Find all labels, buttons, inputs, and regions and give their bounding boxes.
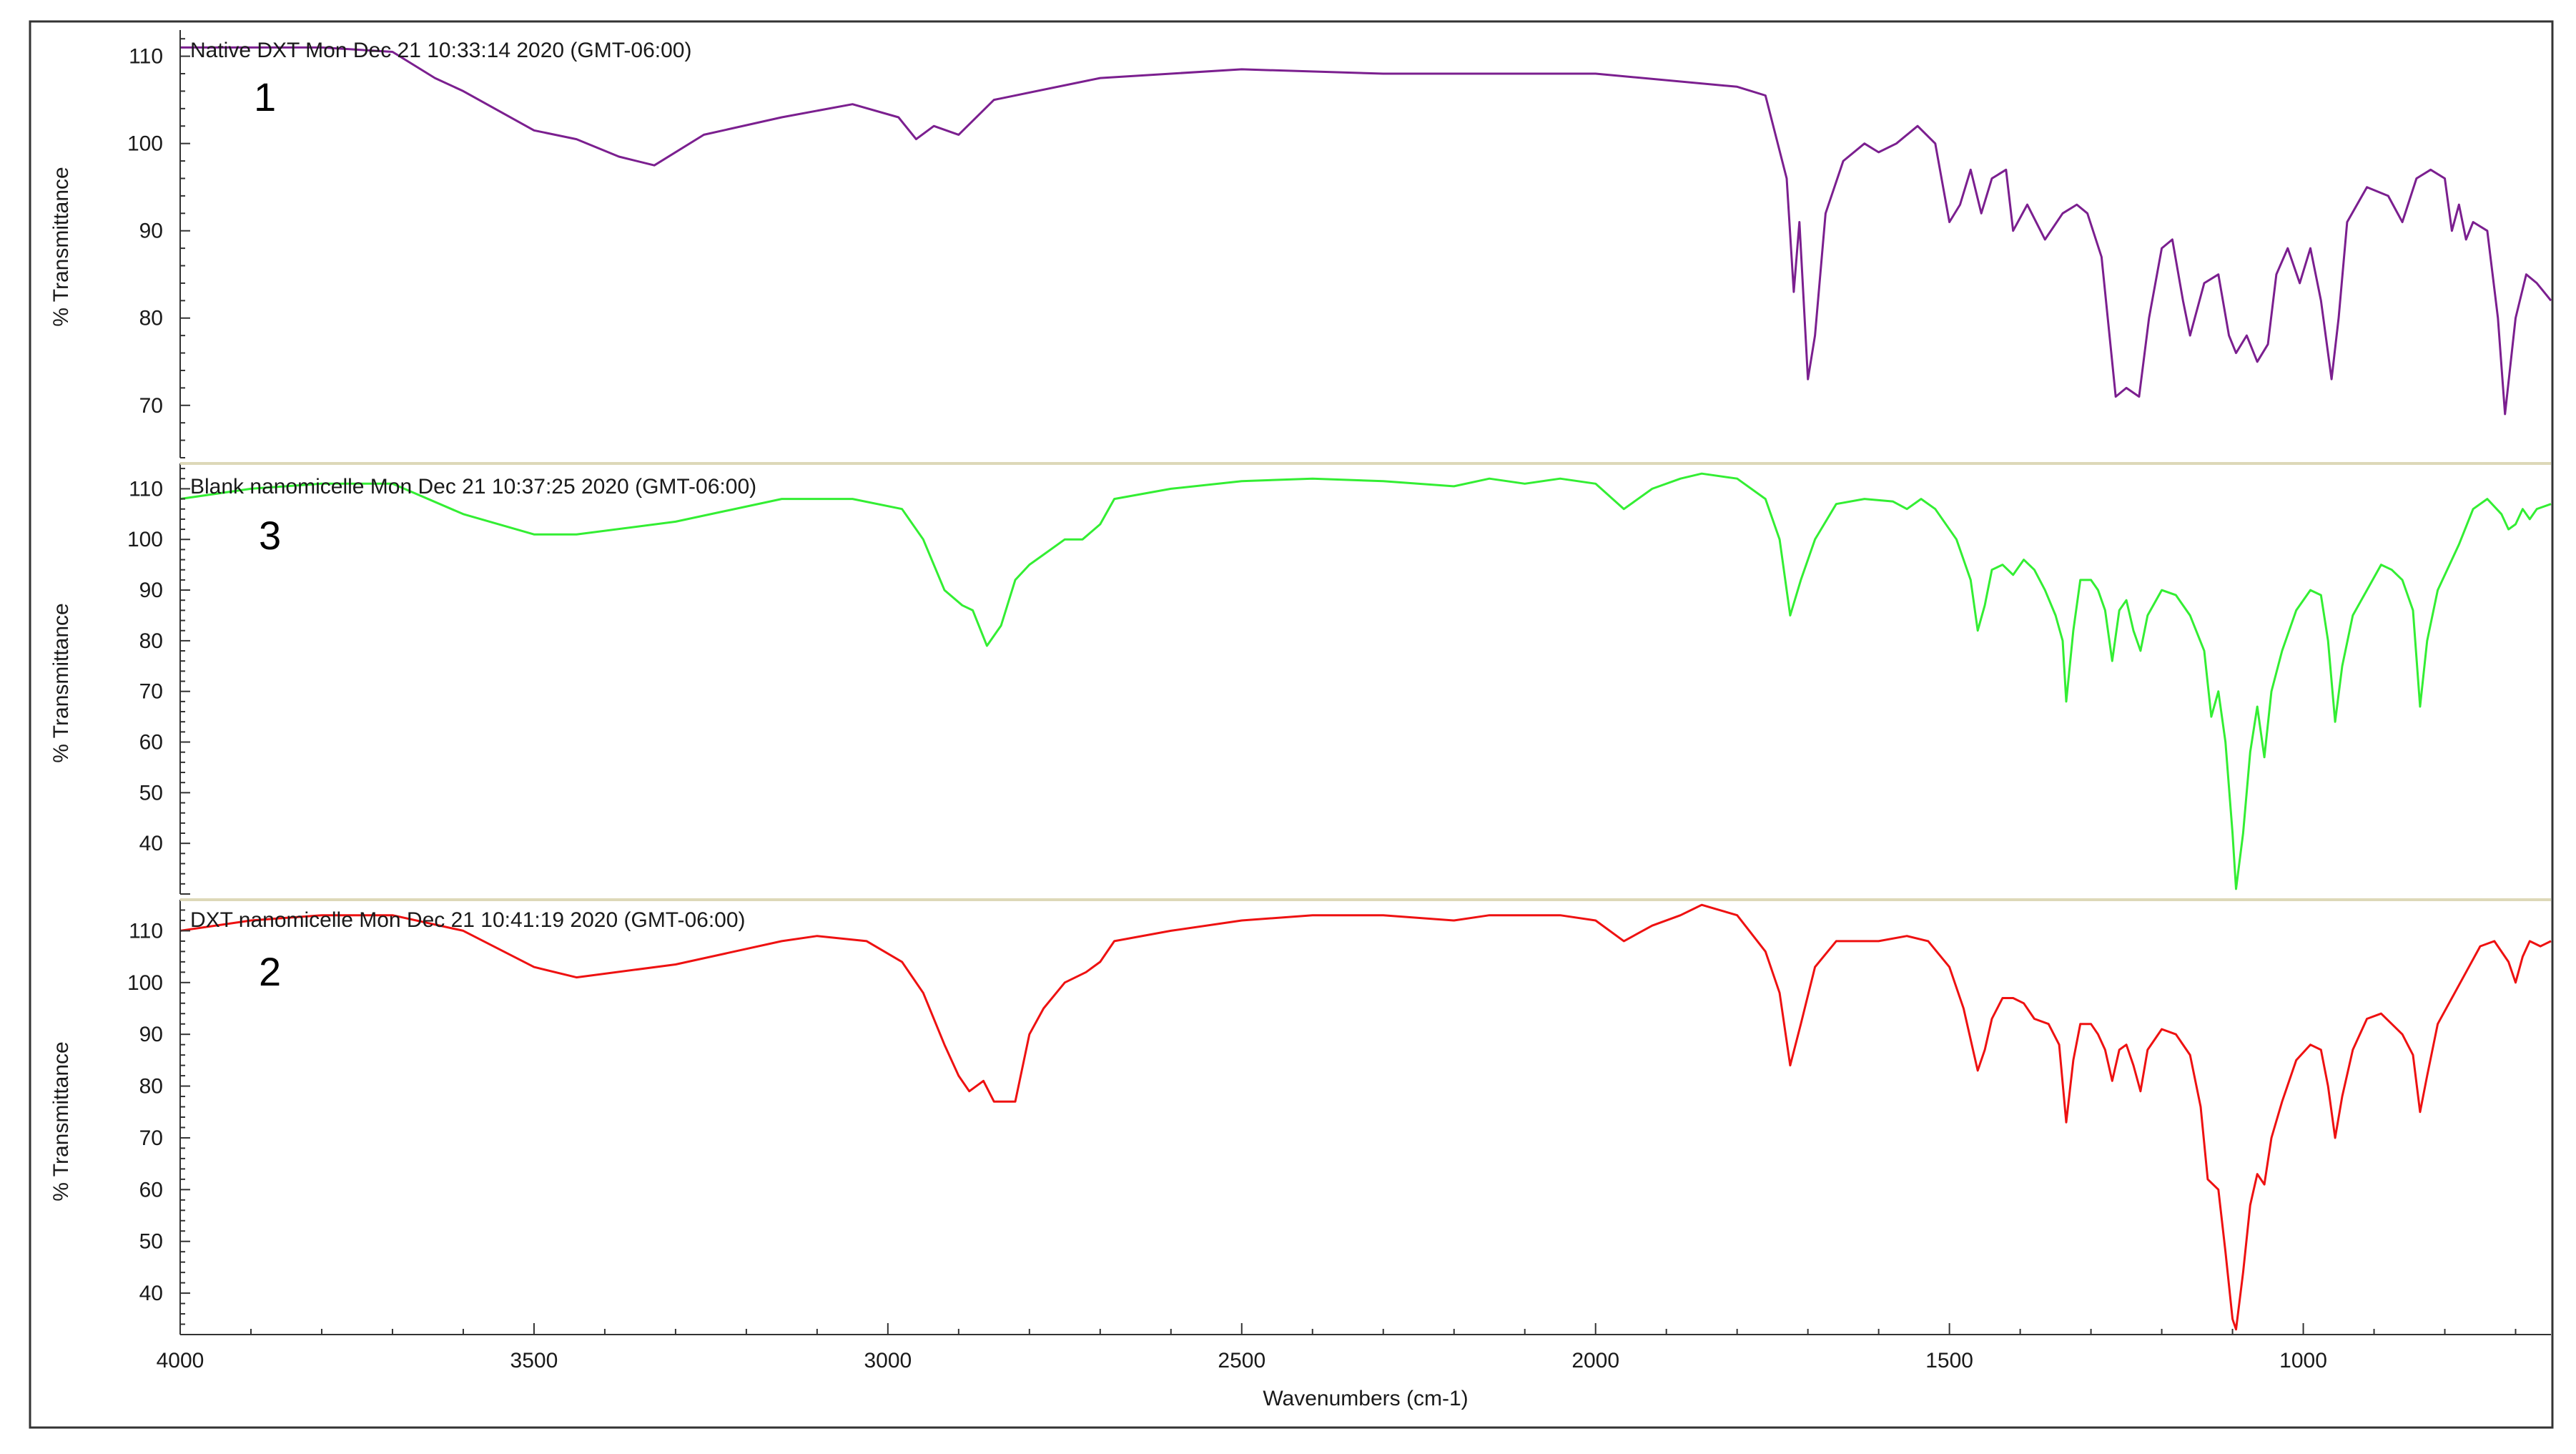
x-axis: 4000 3500 3000 2500 2000 1500 1000: [157, 1323, 2551, 1372]
y-axis-label-native-dxt: % Transmittance: [49, 167, 73, 326]
y-axis-native-dxt: 70 80 90 100 110: [127, 30, 190, 458]
x-tick-label: 2000: [1571, 1349, 1619, 1372]
series-blank-nanomicelle: [179, 472, 2552, 890]
y-tick-label: 70: [139, 394, 163, 418]
y-tick-label: 90: [139, 579, 163, 602]
spectrum-line: [179, 472, 2552, 890]
y-tick-label: 100: [127, 971, 163, 995]
y-tick-label: 90: [139, 220, 163, 243]
y-tick-label: 40: [139, 1282, 163, 1305]
y-tick-label: 100: [127, 132, 163, 156]
x-axis-label: Wavenumbers (cm-1): [1263, 1387, 1468, 1410]
panel-native-dxt: 70 80 90 100 110 Native DXT Mon Dec 21 10:33…: [49, 30, 2552, 458]
x-tick-label: 2500: [1218, 1349, 1265, 1372]
spectrum-line: [179, 903, 2552, 1331]
y-tick-label: 80: [139, 307, 163, 330]
y-tick-label: 110: [129, 919, 163, 943]
panel-badge-2: 2: [259, 949, 281, 994]
y-tick-label: 70: [139, 1126, 163, 1150]
y-tick-label: 60: [139, 731, 163, 755]
panel-dxt-nanomicelle: 40 50 60 70 80 90 100 110 DXT nanomicelle Mon D…: [49, 899, 2552, 1335]
y-axis-blank-nanomicelle: 40 50 60 70 80 90 100 110: [127, 463, 190, 895]
x-tick-label: 3000: [864, 1349, 912, 1372]
spectrum-line: [180, 46, 2552, 416]
y-axis-label-dxt-nanomicelle: % Transmittance: [49, 1041, 73, 1201]
x-tick-label: 4000: [157, 1349, 204, 1372]
figure-border: [29, 20, 2554, 1429]
series-native-dxt: [180, 46, 2552, 416]
x-tick-label: 1500: [1925, 1349, 1973, 1372]
y-tick-label: 70: [139, 680, 163, 704]
y-tick-label: 40: [139, 832, 163, 855]
y-tick-label: 100: [127, 528, 163, 551]
panel-badge-1: 1: [254, 74, 276, 119]
y-tick-label: 50: [139, 781, 163, 805]
panel-blank-nanomicelle: 40 50 60 70 80 90 100 110 Blank nanomicelle Mon…: [49, 463, 2552, 895]
y-tick-label: 110: [129, 45, 163, 69]
x-tick-label: 1000: [2279, 1349, 2327, 1372]
panel-title-dxt-nanomicelle: DXT nanomicelle Mon Dec 21 10:41:19 2020…: [190, 908, 746, 932]
y-axis-label-blank-nanomicelle: % Transmittance: [49, 603, 73, 762]
y-tick-label: 80: [139, 629, 163, 653]
x-tick-label: 3500: [510, 1349, 558, 1372]
y-tick-label: 110: [129, 477, 163, 501]
series-dxt-nanomicelle: [179, 903, 2552, 1331]
panel-badge-3: 3: [259, 513, 281, 558]
y-tick-label: 60: [139, 1178, 163, 1202]
y-tick-label: 80: [139, 1075, 163, 1099]
y-tick-label: 50: [139, 1230, 163, 1254]
y-axis-dxt-nanomicelle: 40 50 60 70 80 90 100 110: [127, 899, 190, 1335]
panel-title-blank-nanomicelle: Blank nanomicelle Mon Dec 21 10:37:25 20…: [190, 475, 756, 498]
y-tick-label: 90: [139, 1023, 163, 1046]
panel-title-native-dxt: Native DXT Mon Dec 21 10:33:14 2020 (GMT…: [190, 39, 691, 62]
